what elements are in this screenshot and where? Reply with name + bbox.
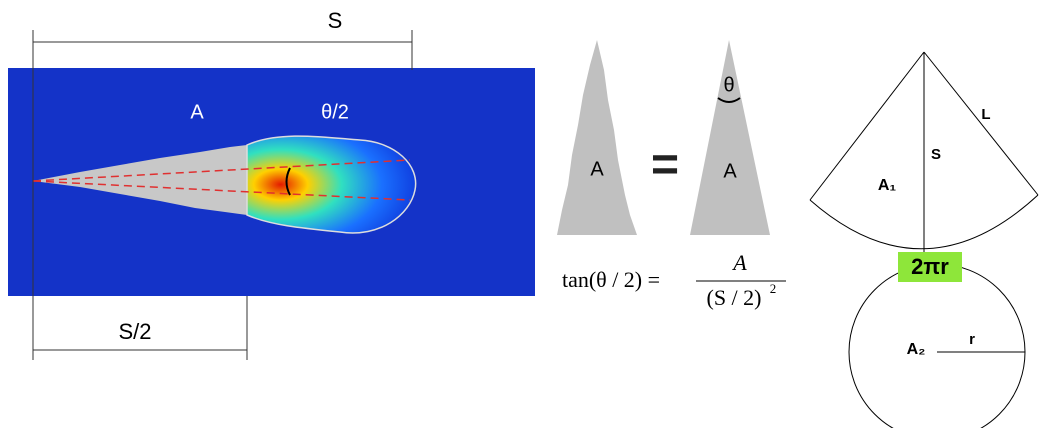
equals-sign: = bbox=[651, 139, 679, 192]
formula-numerator: A bbox=[731, 250, 747, 275]
formula-left: tan(θ / 2) = bbox=[562, 267, 660, 292]
jagged-area bbox=[557, 40, 637, 235]
area-label: A bbox=[190, 101, 204, 123]
angle-label: θ bbox=[723, 74, 734, 96]
formula-denominator: (S / 2) bbox=[707, 285, 762, 310]
triangle-area bbox=[690, 40, 770, 235]
cone-net bbox=[810, 52, 1038, 428]
dim-label: S bbox=[328, 8, 343, 33]
slant-edge bbox=[810, 52, 924, 200]
slant-edge bbox=[924, 52, 1038, 195]
base-circle bbox=[849, 264, 1025, 428]
slant-label: L bbox=[981, 106, 990, 123]
dim-label: S/2 bbox=[118, 319, 151, 344]
area-label: A bbox=[590, 158, 604, 180]
spray-plume bbox=[247, 136, 416, 233]
height-label: S bbox=[931, 146, 941, 163]
radius-label: r bbox=[969, 331, 975, 348]
circle-area-label: A₂ bbox=[907, 341, 926, 358]
angle-label: θ/2 bbox=[321, 101, 349, 123]
spray-image: A θ/2 bbox=[8, 68, 535, 296]
area-label: A bbox=[723, 160, 737, 182]
diagram: A θ/2 S S/2 A = θ A tan(θ / 2) = A (S / … bbox=[0, 0, 1041, 428]
arc-length-label: 2πr bbox=[911, 254, 949, 279]
formula-exponent: 2 bbox=[770, 281, 777, 296]
sector-area-label: A₁ bbox=[878, 177, 897, 194]
